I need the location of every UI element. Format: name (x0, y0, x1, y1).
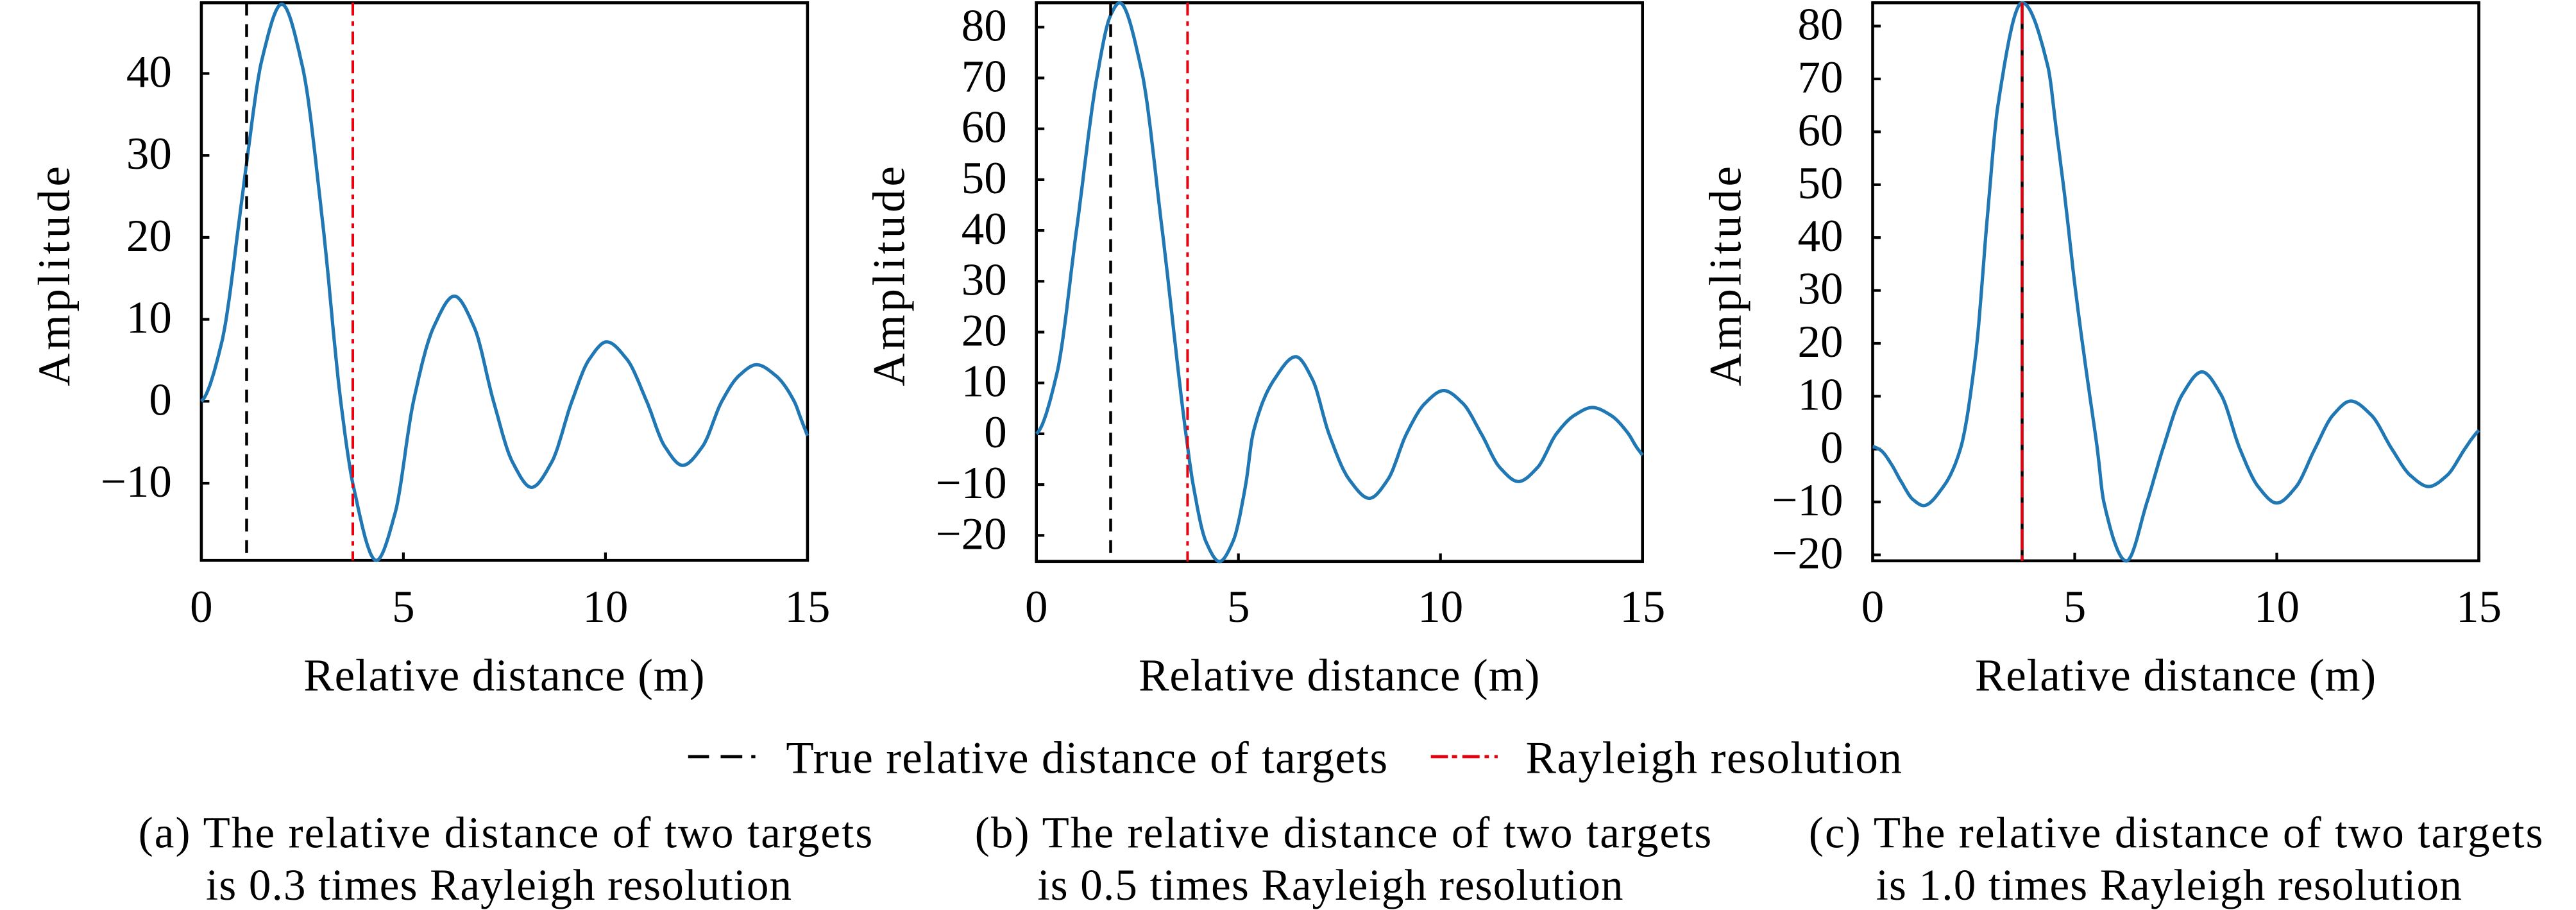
svg-text:is 0.5 times Rayleigh resoluti: is 0.5 times Rayleigh resolution (1037, 861, 1623, 909)
svg-text:10: 10 (1418, 582, 1463, 632)
svg-text:15: 15 (2456, 582, 2502, 632)
svg-text:Amplitude: Amplitude (1701, 163, 1751, 386)
svg-text:30: 30 (1798, 264, 1843, 314)
svg-text:is 0.3 times Rayleigh resoluti: is 0.3 times Rayleigh resolution (206, 861, 792, 909)
svg-text:(a) The relative distance of t: (a) The relative distance of two targets (139, 809, 874, 857)
svg-text:10: 10 (1798, 370, 1843, 420)
svg-text:0: 0 (1820, 423, 1843, 473)
svg-text:10: 10 (582, 582, 628, 632)
svg-text:Amplitude: Amplitude (865, 163, 915, 386)
svg-text:40: 40 (962, 204, 1007, 254)
svg-text:80: 80 (1798, 0, 1843, 50)
svg-text:Relative distance (m): Relative distance (m) (303, 651, 705, 701)
svg-text:10: 10 (962, 357, 1007, 407)
svg-text:40: 40 (1798, 211, 1843, 261)
svg-text:is 1.0 times Rayleigh resoluti: is 1.0 times Rayleigh resolution (1876, 861, 2462, 909)
svg-text:20: 20 (126, 211, 172, 261)
svg-text:10: 10 (126, 293, 172, 343)
svg-text:Relative distance (m): Relative distance (m) (1139, 651, 1540, 701)
svg-text:0: 0 (1861, 582, 1885, 632)
svg-text:−10: −10 (101, 457, 172, 507)
svg-text:30: 30 (126, 129, 172, 179)
svg-text:Amplitude: Amplitude (30, 163, 80, 386)
svg-text:5: 5 (2063, 582, 2087, 632)
svg-text:(c) The relative distance of t: (c) The relative distance of two targets (1809, 809, 2545, 857)
svg-text:80: 80 (962, 1, 1007, 51)
svg-text:Rayleigh resolution: Rayleigh resolution (1526, 734, 1903, 784)
svg-text:20: 20 (1798, 317, 1843, 367)
svg-text:50: 50 (962, 153, 1007, 203)
svg-text:15: 15 (1620, 582, 1665, 632)
svg-text:0: 0 (984, 408, 1007, 458)
svg-text:Relative distance (m): Relative distance (m) (1975, 651, 2377, 701)
svg-text:10: 10 (2254, 582, 2300, 632)
svg-text:−10: −10 (1772, 476, 1843, 526)
svg-text:−20: −20 (936, 509, 1007, 559)
svg-text:−10: −10 (936, 458, 1007, 508)
svg-text:0: 0 (149, 375, 172, 425)
svg-text:70: 70 (962, 52, 1007, 102)
svg-text:50: 50 (1798, 159, 1843, 209)
svg-text:5: 5 (392, 582, 415, 632)
svg-text:True relative distance of targ: True relative distance of targets (786, 734, 1388, 784)
svg-text:0: 0 (1025, 582, 1048, 632)
svg-text:15: 15 (784, 582, 830, 632)
svg-text:5: 5 (1227, 582, 1250, 632)
svg-text:0: 0 (190, 582, 213, 632)
svg-text:−20: −20 (1772, 529, 1843, 579)
svg-text:40: 40 (126, 47, 172, 98)
svg-text:30: 30 (962, 255, 1007, 305)
svg-text:60: 60 (1798, 105, 1843, 155)
svg-text:20: 20 (962, 306, 1007, 356)
svg-text:60: 60 (962, 103, 1007, 153)
svg-text:70: 70 (1798, 53, 1843, 103)
svg-text:(b) The relative distance of t: (b) The relative distance of two targets (975, 809, 1713, 857)
